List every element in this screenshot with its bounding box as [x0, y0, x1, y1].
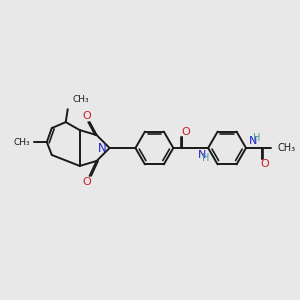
Text: N: N	[249, 136, 257, 146]
Text: N: N	[98, 142, 106, 154]
Text: CH₃: CH₃	[13, 137, 30, 146]
Text: CH₃: CH₃	[73, 95, 89, 104]
Text: O: O	[82, 111, 91, 121]
Text: O: O	[181, 127, 190, 137]
Text: N: N	[198, 150, 206, 160]
Text: O: O	[261, 159, 269, 169]
Text: H: H	[202, 153, 210, 163]
Text: CH₃: CH₃	[278, 143, 296, 153]
Text: O: O	[82, 177, 91, 187]
Text: H: H	[253, 133, 261, 143]
